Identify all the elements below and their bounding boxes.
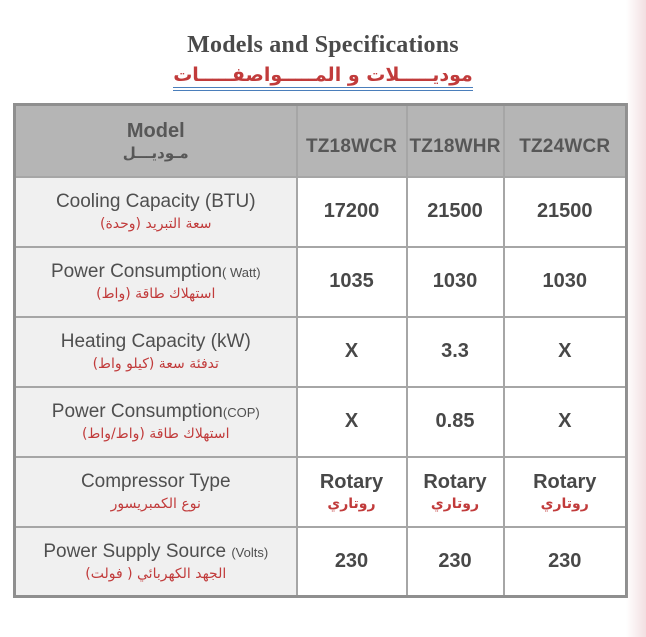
spec-value: 21500 bbox=[536, 200, 593, 222]
spec-label-arabic: الجهد الكهربائي ( فولت) bbox=[85, 565, 227, 582]
spec-value-cell: X bbox=[502, 385, 628, 458]
spec-label-cell: Heating Capacity (kW) تدفئة سعة (كيلو وا… bbox=[13, 315, 298, 388]
spec-label-line: Compressor Type bbox=[18, 471, 294, 493]
spec-label-arabic: نوع الكمبريسور bbox=[110, 496, 201, 512]
spec-label-unit: (Volts) bbox=[231, 544, 269, 560]
spec-label-line: Heating Capacity (kW) bbox=[18, 331, 294, 353]
specifications-table: Model مـوديـــل TZ18WCR TZ18WHR TZ24WCR … bbox=[13, 103, 628, 598]
page-title: Models and Specifications bbox=[187, 32, 459, 58]
model-header-label-arabic: مـوديـــل bbox=[122, 143, 189, 162]
spec-label-cell: Power Consumption( Watt) استهلاك طاقة (و… bbox=[13, 245, 298, 318]
spec-value: X bbox=[344, 410, 359, 432]
page-title-arabic: موديـــــلات و المـــــواصفـــــات bbox=[173, 64, 473, 91]
spec-label-line: Cooling Capacity (BTU) bbox=[18, 191, 294, 213]
row-cooling-capacity: Cooling Capacity (BTU) سعة التبريد (وحدة… bbox=[13, 175, 628, 248]
spec-label-line: Power Consumption( Watt) bbox=[18, 261, 294, 283]
spec-value: Rotary bbox=[533, 471, 597, 493]
row-power-supply-source: Power Supply Source (Volts) الجهد الكهرب… bbox=[13, 525, 628, 598]
spec-label-cell: Power Supply Source (Volts) الجهد الكهرب… bbox=[13, 525, 298, 598]
spec-label-cell: Power Consumption(COP) استهلاك طاقة (واط… bbox=[13, 385, 298, 458]
model-name: TZ18WHR bbox=[409, 135, 501, 157]
spec-value-arabic: روتاري bbox=[430, 496, 480, 512]
spec-value: 3.3 bbox=[441, 340, 469, 362]
spec-value: Rotary bbox=[423, 471, 487, 493]
row-power-consumption-watt: Power Consumption( Watt) استهلاك طاقة (و… bbox=[13, 245, 628, 318]
row-compressor-type: Compressor Type نوع الكمبريسور Rotary رو… bbox=[13, 455, 628, 528]
model-name: TZ24WCR bbox=[519, 135, 611, 157]
spec-label-en: Power Consumption bbox=[50, 261, 223, 282]
column-header-model-3: TZ24WCR bbox=[502, 103, 628, 178]
spec-label-arabic: سعة التبريد (وحدة) bbox=[100, 216, 212, 232]
spec-label-cell: Cooling Capacity (BTU) سعة التبريد (وحدة… bbox=[13, 175, 298, 248]
spec-value: X bbox=[558, 410, 572, 432]
page-edge-gradient bbox=[626, 0, 646, 637]
model-name: TZ18WCR bbox=[305, 135, 398, 157]
spec-label-en: Cooling Capacity (BTU) bbox=[55, 191, 256, 212]
spec-label-arabic: استهلاك طاقة (واط) bbox=[96, 286, 216, 302]
spec-label-en: Compressor Type bbox=[80, 471, 231, 492]
spec-value-cell: 21500 bbox=[502, 175, 628, 248]
spec-value-cell: X bbox=[502, 315, 628, 388]
spec-label-line: Power Supply Source (Volts) bbox=[18, 541, 294, 563]
spec-label-unit: ( Watt) bbox=[222, 265, 261, 280]
spec-value-cell: 1030 bbox=[405, 245, 505, 318]
spec-value-cell: X bbox=[295, 385, 408, 458]
model-header-label: Model bbox=[126, 119, 185, 142]
spec-value: X bbox=[558, 340, 572, 362]
spec-value: 1035 bbox=[329, 270, 374, 292]
spec-value-cell: 21500 bbox=[405, 175, 505, 248]
spec-value-cell: 1035 bbox=[295, 245, 408, 318]
spec-value-cell: 17200 bbox=[295, 175, 408, 248]
spec-value-cell: Rotary روتاري bbox=[295, 455, 408, 528]
spec-label-arabic: استهلاك طاقة (واط/واط) bbox=[81, 426, 230, 442]
spec-value-cell: 230 bbox=[295, 525, 408, 598]
spec-label-en: Power Consumption bbox=[51, 401, 223, 422]
spec-value-cell: 0.85 bbox=[405, 385, 505, 458]
row-heating-capacity: Heating Capacity (kW) تدفئة سعة (كيلو وا… bbox=[13, 315, 628, 388]
spec-value: 230 bbox=[438, 549, 472, 572]
spec-label-en: Power Supply Source bbox=[43, 540, 232, 562]
spec-value: 0.85 bbox=[435, 410, 475, 432]
spec-label-cell: Compressor Type نوع الكمبريسور bbox=[13, 455, 298, 528]
spec-value-arabic: روتاري bbox=[327, 496, 376, 512]
spec-value: 21500 bbox=[427, 200, 483, 222]
spec-value: 230 bbox=[548, 549, 582, 572]
column-header-model-1: TZ18WCR bbox=[295, 103, 408, 178]
spec-label-en: Heating Capacity (kW) bbox=[60, 331, 251, 352]
page-subtitle-wrap: موديـــــلات و المـــــواصفـــــات bbox=[0, 64, 646, 91]
column-header-model-2: TZ18WHR bbox=[405, 103, 505, 178]
spec-value: 17200 bbox=[323, 200, 380, 222]
spec-value: 1030 bbox=[432, 270, 478, 292]
spec-label-unit: (COP) bbox=[222, 405, 260, 420]
spec-label-line: Power Consumption(COP) bbox=[18, 401, 294, 423]
spec-value-cell: 3.3 bbox=[405, 315, 505, 388]
spec-value: 230 bbox=[334, 549, 369, 572]
model-header-cell: Model مـوديـــل bbox=[13, 103, 298, 178]
spec-value-arabic: روتاري bbox=[540, 496, 589, 512]
spec-value-cell: Rotary روتاري bbox=[405, 455, 505, 528]
spec-value-cell: Rotary روتاري bbox=[502, 455, 628, 528]
spec-value: X bbox=[344, 340, 359, 362]
spec-value-cell: 1030 bbox=[502, 245, 628, 318]
spec-value: 1030 bbox=[542, 270, 588, 292]
spec-label-arabic: تدفئة سعة (كيلو واط) bbox=[92, 356, 219, 372]
spec-value-cell: 230 bbox=[502, 525, 628, 598]
spec-value-cell: X bbox=[295, 315, 408, 388]
row-power-consumption-cop: Power Consumption(COP) استهلاك طاقة (واط… bbox=[13, 385, 628, 458]
spec-value-cell: 230 bbox=[405, 525, 505, 598]
spec-value: Rotary bbox=[319, 471, 384, 493]
table-header-row: Model مـوديـــل TZ18WCR TZ18WHR TZ24WCR bbox=[13, 103, 628, 178]
